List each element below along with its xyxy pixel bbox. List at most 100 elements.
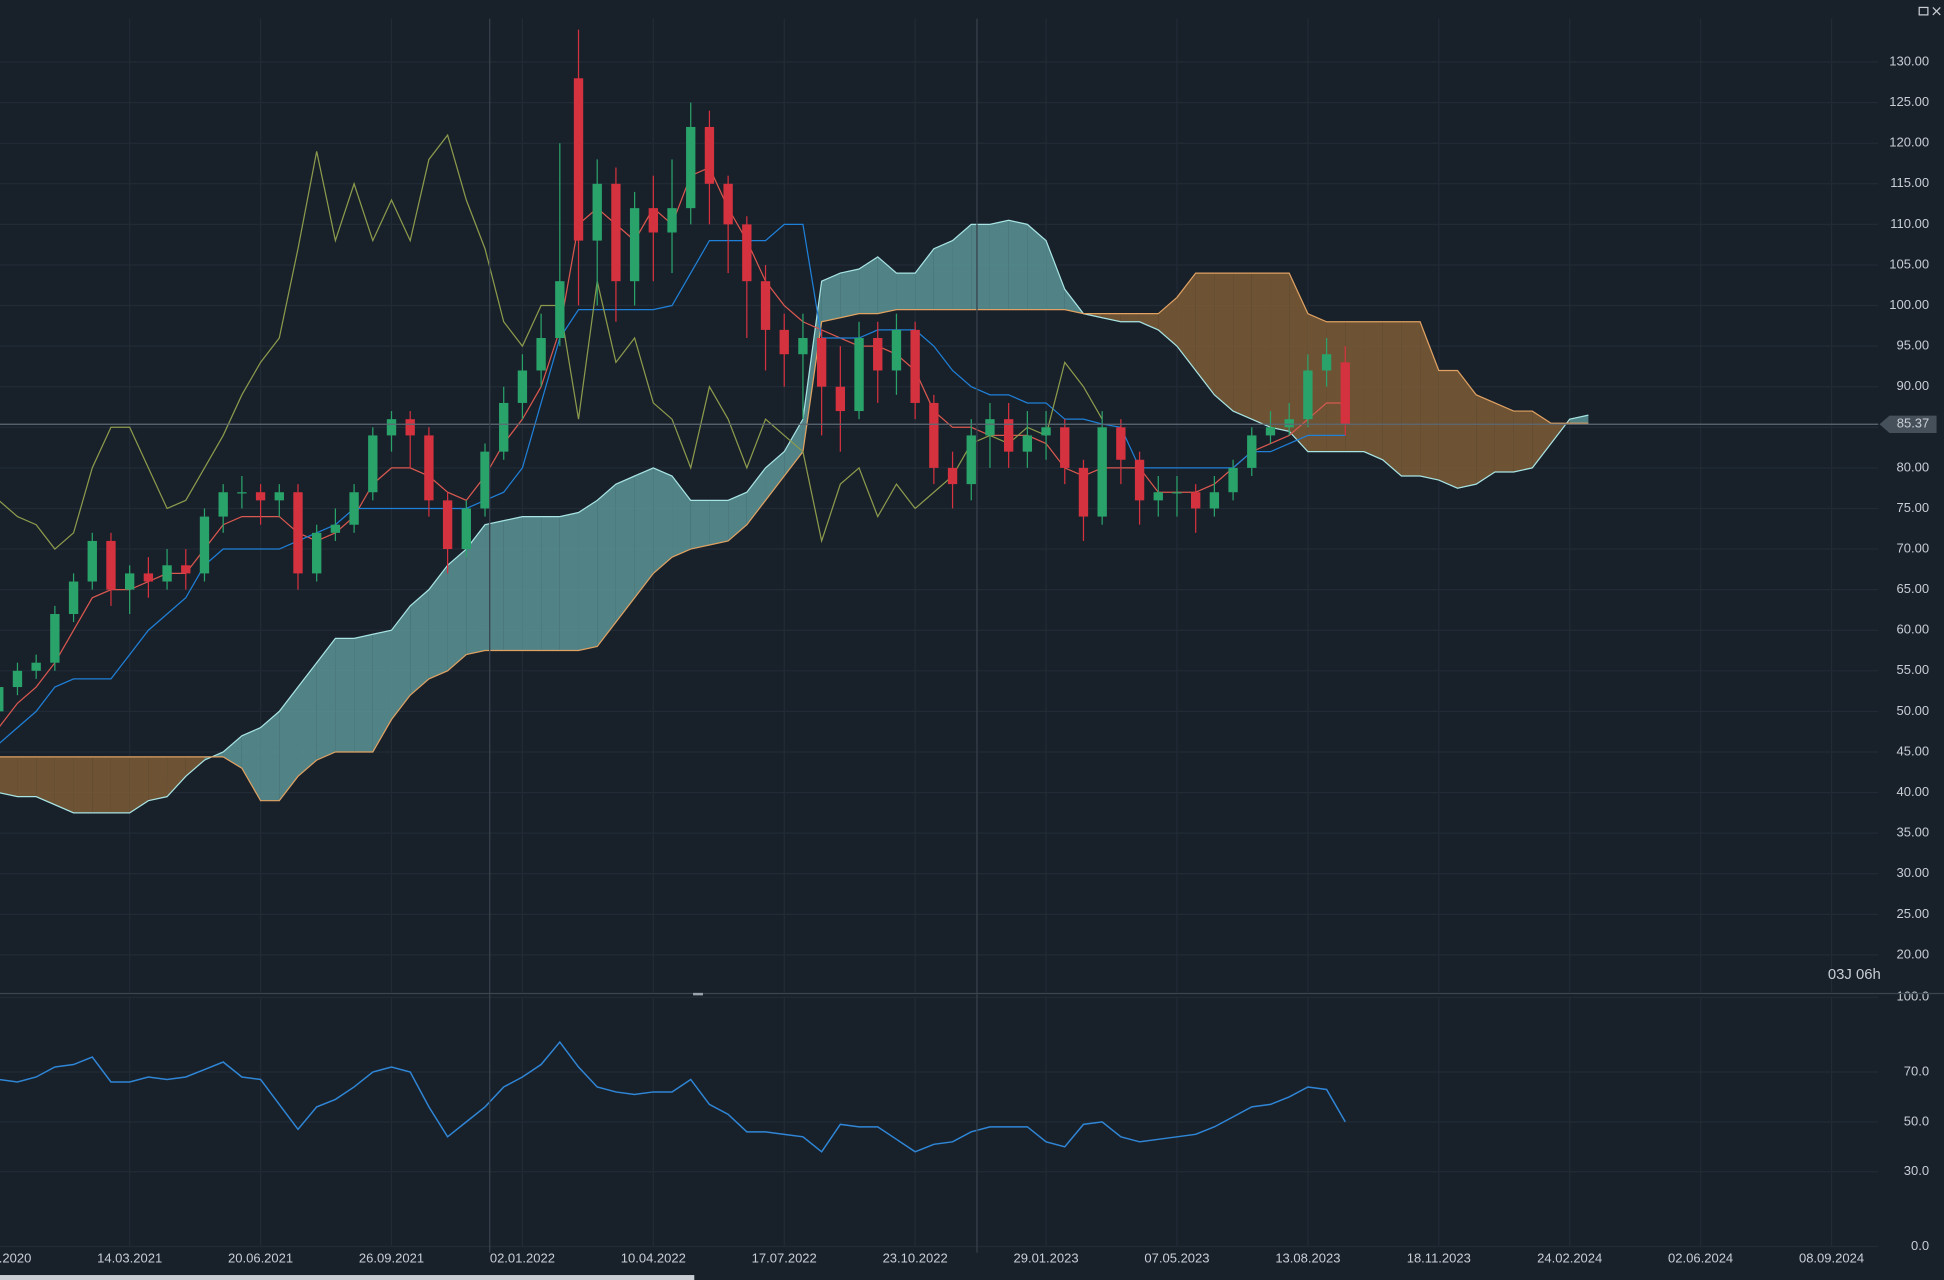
candle-body (1172, 492, 1182, 494)
candle-body (50, 613, 60, 663)
cloud-fill (578, 500, 598, 651)
y-tick-label: 0.0 (1911, 1238, 1929, 1253)
cloud-fill (466, 524, 486, 655)
candle-body (686, 126, 696, 209)
candle-body (723, 183, 733, 225)
cloud-fill (1532, 411, 1552, 468)
y-tick-label: 50.0 (1904, 1113, 1929, 1128)
cloud-fill (167, 756, 186, 797)
cloud-fill (0, 756, 18, 797)
candle-body (1303, 370, 1313, 420)
candle-body (517, 370, 528, 403)
cloud-fill (110, 756, 130, 813)
x-tick-label: 10.04.2022 (621, 1250, 686, 1265)
candle-body (573, 78, 584, 241)
candle-body (910, 329, 920, 403)
cloud-fill (1420, 321, 1439, 481)
cloud-fill (1214, 273, 1234, 412)
y-tick-label: 25.00 (1897, 906, 1930, 921)
candle-body (1153, 492, 1163, 501)
candle-body (0, 687, 4, 712)
cloud-fill (354, 634, 373, 752)
cloud-fill (989, 220, 1009, 310)
cloud-fill (1176, 273, 1196, 371)
x-tick-label: 23.10.2022 (883, 1250, 948, 1265)
candle-body (798, 338, 808, 355)
cloud-fill (1046, 240, 1065, 310)
candle-body (667, 208, 677, 233)
cloud-fill (1401, 321, 1421, 477)
cloud-fill (1363, 321, 1383, 460)
candle-body (293, 492, 303, 574)
x-tick-label: 02.06.2024 (1668, 1250, 1733, 1265)
candle-body (742, 224, 752, 282)
y-tick-label: 30.0 (1904, 1163, 1929, 1178)
candle-body (760, 281, 771, 330)
cloud-fill (1139, 313, 1159, 330)
x-tick-label: 17.07.2022 (752, 1250, 817, 1265)
cloud-fill (54, 756, 74, 813)
candle-body (611, 183, 621, 282)
cloud-fill (335, 638, 355, 752)
candle-body (181, 565, 191, 574)
y-tick-label: 120.00 (1889, 135, 1929, 150)
candle-body (1116, 427, 1126, 460)
cloud-fill (1158, 297, 1177, 347)
cloud-fill (915, 248, 934, 310)
cloud-fill (709, 500, 729, 545)
y-tick-label: 110.00 (1890, 216, 1929, 231)
cloud-fill (1064, 289, 1084, 314)
cloud-fill (559, 512, 579, 651)
cloud-fill (1233, 273, 1252, 420)
candle-body (162, 565, 172, 582)
cloud-fill (428, 565, 448, 679)
cloud-fill (672, 476, 691, 558)
candle-body (237, 492, 247, 494)
x-tick-label: 29.01.2023 (1013, 1250, 1078, 1265)
candle-body (218, 492, 228, 517)
cloud-fill (821, 273, 841, 322)
candle-body (947, 467, 958, 485)
candle-body (1060, 427, 1070, 468)
y-tick-label: 45.00 (1897, 743, 1930, 758)
cloud-fill (1120, 313, 1140, 322)
candle-body (312, 532, 322, 574)
candle-body (368, 435, 378, 493)
cloud-fill (746, 467, 766, 525)
maximize-icon[interactable] (1918, 6, 1929, 16)
scrollbar[interactable] (0, 1275, 695, 1280)
x-tick-label: 13.08.2023 (1275, 1250, 1340, 1265)
cloud-fill (522, 516, 542, 651)
candle-body (106, 540, 116, 590)
cloud-fill (971, 224, 990, 310)
y-tick-label: 70.00 (1897, 540, 1930, 555)
cloud-fill (17, 756, 37, 797)
y-tick-label: 35.00 (1897, 825, 1930, 840)
close-icon[interactable] (1932, 7, 1941, 16)
cloud-fill (223, 735, 242, 769)
candle-body (424, 435, 434, 501)
cloud-fill (391, 605, 411, 720)
candle-body (330, 524, 341, 533)
candle-body (592, 183, 602, 241)
cloud-fill (653, 467, 673, 574)
candle-body (480, 451, 490, 509)
x-tick-label: 24.02.2024 (1537, 1250, 1602, 1265)
y-tick-label: 70.0 (1904, 1063, 1929, 1078)
y-tick-label: 60.00 (1897, 622, 1930, 637)
panel-resize-handle[interactable] (693, 992, 703, 996)
cloud-fill (1457, 370, 1477, 489)
candle-body (442, 500, 453, 550)
cloud-fill (503, 516, 523, 651)
candle-body (386, 419, 397, 436)
candle-body (255, 492, 266, 501)
y-tick-label: 115.00 (1890, 175, 1929, 190)
cloud-fill (372, 630, 392, 752)
candle-body (854, 338, 864, 412)
cloud-fill (1102, 313, 1121, 322)
cloud-fill (279, 687, 298, 801)
candle-body (1078, 467, 1089, 517)
y-tick-label: 75.00 (1897, 500, 1930, 515)
candle-body (405, 419, 415, 436)
